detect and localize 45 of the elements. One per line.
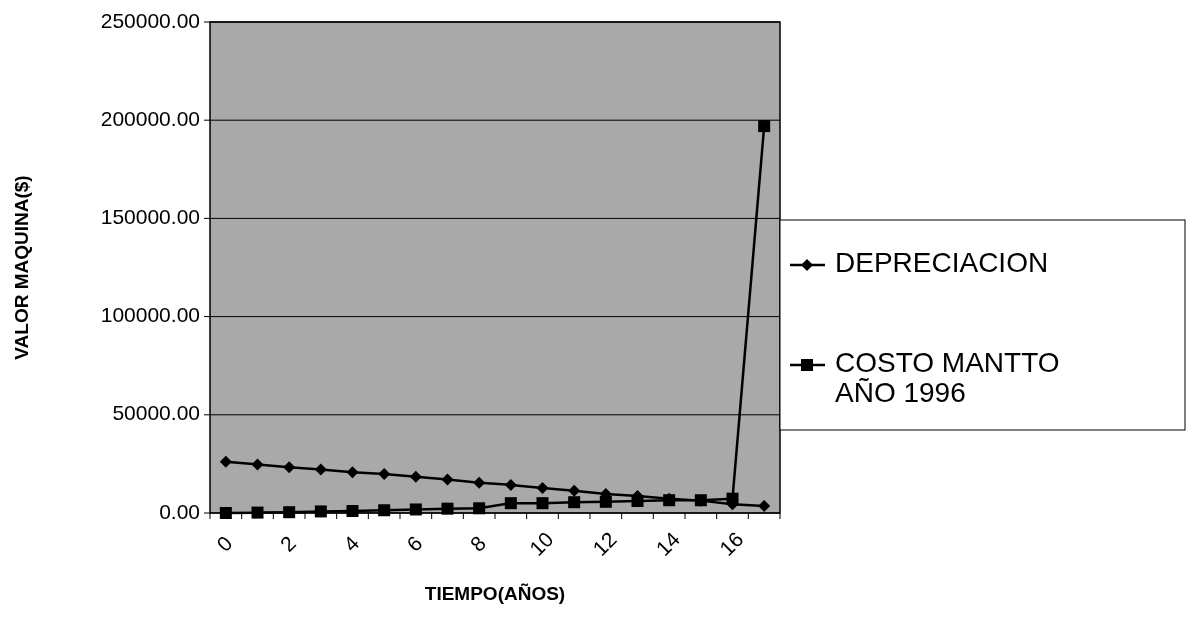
point <box>568 496 581 509</box>
point <box>758 120 771 133</box>
point <box>251 506 264 519</box>
x-tick-label: 6 <box>402 531 427 556</box>
point <box>378 504 391 517</box>
point <box>536 482 549 495</box>
x-tick-label: 8 <box>465 531 491 556</box>
point <box>409 470 422 483</box>
point <box>346 466 359 479</box>
x-tick-label: 16 <box>714 527 748 561</box>
x-tick-label: 12 <box>588 527 621 561</box>
point <box>314 463 327 476</box>
y-tick-label: 150000.00 <box>100 204 200 228</box>
point <box>409 503 422 516</box>
point <box>441 502 454 515</box>
point <box>283 506 296 519</box>
point <box>283 461 296 474</box>
y-tick-label: 50000.00 <box>112 401 200 425</box>
point <box>473 502 486 515</box>
point <box>251 458 264 471</box>
x-tick-label: 14 <box>651 527 685 561</box>
point <box>758 499 771 512</box>
y-tick-label: 0.00 <box>159 499 200 523</box>
legend-label: DEPRECIACION <box>835 247 1049 279</box>
point <box>314 505 327 518</box>
x-tick-label: 10 <box>524 527 558 561</box>
y-axis-title: VALOR MAQUINA($) <box>11 175 32 360</box>
point <box>568 484 581 497</box>
x-tick-label: 0 <box>212 531 237 556</box>
y-tick-label: 200000.00 <box>100 106 200 130</box>
point <box>441 473 454 486</box>
y-tick-label: 250000.00 <box>100 8 200 32</box>
point <box>504 497 517 510</box>
x-tick-label: 4 <box>338 531 364 556</box>
point <box>219 455 232 468</box>
x-tick-label: 2 <box>275 531 301 556</box>
point <box>219 507 232 519</box>
point <box>473 476 486 489</box>
point <box>378 468 391 481</box>
x-axis-title: TIEMPO(AÑOS) <box>424 583 566 604</box>
y-tick-label: 100000.00 <box>100 303 200 327</box>
point <box>346 505 359 518</box>
point <box>504 478 517 491</box>
point <box>536 497 549 510</box>
legend-label: COSTO MANTTO AÑO 1996 <box>835 347 1060 409</box>
